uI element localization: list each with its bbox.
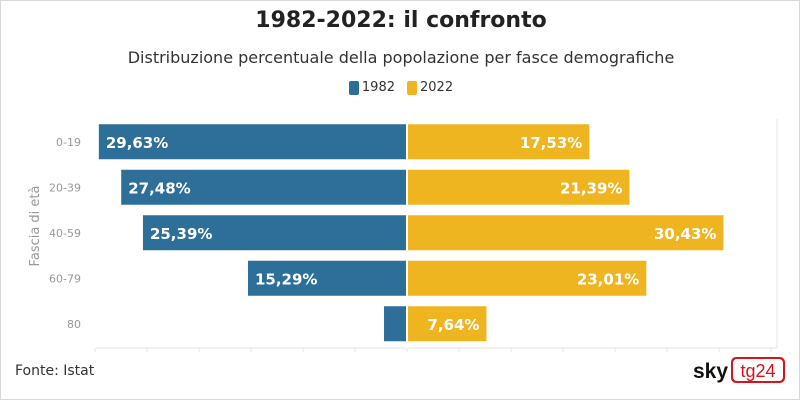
bar-2022-20-39 (407, 169, 630, 205)
logo-badge-inner (733, 359, 783, 381)
skytg24-logo: sky tg24 (693, 357, 785, 383)
data-label-1982-0-19: 29,63% (106, 134, 168, 152)
bar-1982-40-59 (142, 215, 407, 251)
svg-text:sky: sky (693, 360, 728, 383)
chart-title: 1982-2022: il confronto (255, 8, 547, 33)
category-label-0-19: 0-19 (56, 136, 81, 149)
y-axis-label: Fascia di età (28, 186, 43, 267)
data-label-2022-0-19: 17,53% (520, 134, 582, 152)
legend-item-1982[interactable]: 1982 (348, 80, 395, 95)
data-label-1982-60-79: 15,29% (255, 270, 317, 288)
bar-2022-80 (407, 306, 487, 342)
bar-1982-0-19 (98, 124, 408, 160)
data-label-1982-40-59: 25,39% (150, 225, 212, 243)
bar-2022-0-19 (407, 124, 590, 160)
category-label-40-59: 40-59 (49, 227, 81, 240)
legend-item-2022[interactable]: 2022 (407, 80, 453, 95)
bar-1982-80 (384, 306, 407, 342)
legend-swatch-2022 (407, 80, 417, 95)
category-label-80: 80 (67, 318, 81, 331)
data-label-1982-20-39: 27,48% (128, 179, 190, 197)
chart-subtitle: Distribuzione percentuale della popolazi… (127, 48, 675, 67)
data-label-2022-20-39: 21,39% (560, 179, 622, 197)
bar-2022-60-79 (407, 260, 647, 296)
bar-2022-40-59 (407, 215, 724, 251)
legend-label-1982: 1982 (361, 80, 395, 95)
data-label-2022-60-79: 23,01% (577, 270, 639, 288)
category-label-60-79: 60-79 (49, 272, 81, 285)
legend-swatch-1982 (348, 80, 359, 95)
bar-1982-60-79 (247, 260, 407, 296)
chart-legend: 1982 2022 (1, 80, 800, 95)
bar-1982-20-39 (121, 169, 407, 205)
legend-label-2022: 2022 (420, 80, 454, 95)
category-label-20-39: 20-39 (49, 181, 81, 194)
svg-text:tg24: tg24 (740, 361, 775, 381)
data-label-2022-40-59: 30,43% (654, 225, 716, 243)
data-label-2022-80: 7,64% (427, 316, 479, 334)
source-note: Fonte: Istat (15, 363, 95, 379)
